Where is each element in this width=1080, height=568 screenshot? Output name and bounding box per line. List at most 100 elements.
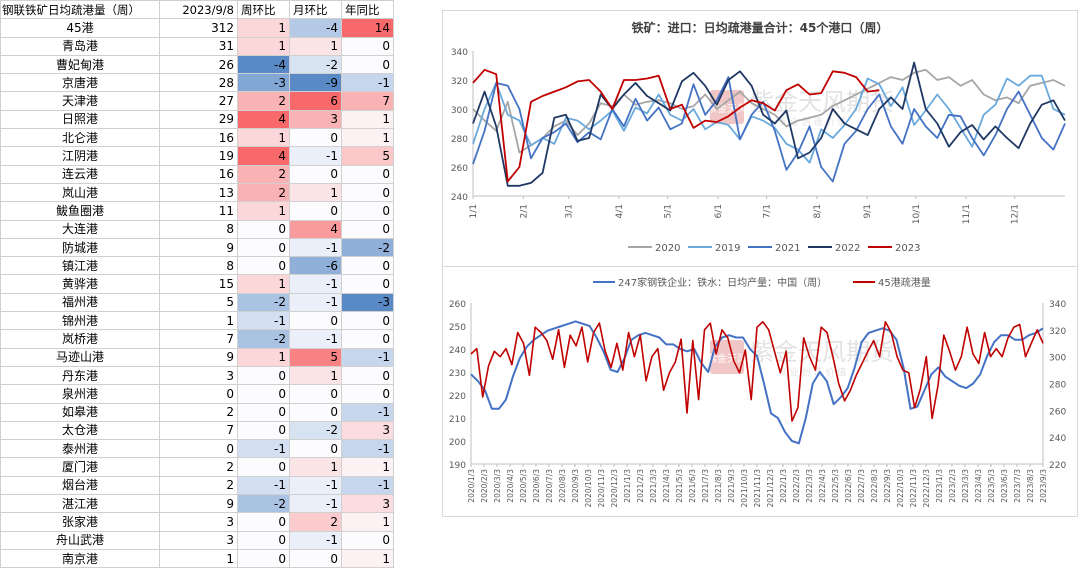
legend-item-2021: 2021 (748, 243, 800, 254)
y-left-tick-label: 220 (449, 392, 466, 402)
yoy-change-cell: 0 (341, 54, 394, 75)
port-data-table: 钢联铁矿日均疏港量（周） 2023/9/8 周环比 月环比 年同比 45港 312… (0, 0, 394, 568)
port-name-cell: 舟山武港 (0, 530, 160, 550)
x-tick-label: 10/1 (912, 204, 922, 224)
y-right-tick-label: 240 (1049, 434, 1066, 444)
current-value-cell: 7 (159, 420, 238, 441)
x-tick-label: 4/1 (615, 204, 625, 218)
mom-change-cell: -9 (289, 73, 342, 93)
port-name-cell: 锦州港 (0, 311, 160, 331)
current-value-cell: 26 (159, 54, 238, 75)
wow-change-cell: -1 (237, 475, 290, 496)
wow-change-cell: 0 (237, 530, 290, 550)
table-row: 马迹山港 9 1 5 -1 (0, 347, 394, 367)
y-right-tick-label: 220 (1049, 461, 1066, 471)
current-value-cell: 8 (159, 256, 238, 276)
x-tick-label: 2022/6/3 (844, 469, 853, 503)
yoy-change-cell: 0 (341, 201, 394, 221)
port-name-cell: 青岛港 (0, 36, 160, 56)
y-left-tick-label: 230 (449, 369, 466, 379)
seal-text: 紫金天风 (707, 352, 747, 365)
series-line-2020 (472, 68, 1066, 154)
series-line-2019 (472, 74, 1066, 164)
series-line-iron-output (470, 320, 1044, 445)
port-name-cell: 泉州港 (0, 384, 160, 404)
wow-change-cell: 2 (237, 182, 290, 203)
legend-item-2019: 2019 (688, 243, 740, 254)
mom-change-cell: -2 (289, 420, 342, 441)
legend-label: 247家钢铁企业：铁水：日均产量：中国（周） (618, 276, 827, 289)
mom-change-cell: -1 (289, 494, 342, 514)
mom-change-cell: -1 (289, 237, 342, 258)
table-row: 湛江港 9 -2 -1 3 (0, 494, 394, 514)
wow-change-cell: 0 (237, 420, 290, 441)
legend-item-iron-output: 247家钢铁企业：铁水：日均产量：中国（周） (593, 276, 827, 289)
mom-change-cell: 0 (289, 439, 342, 459)
y-right-tick-label: 320 (1049, 327, 1066, 337)
yoy-change-cell: 1 (341, 548, 394, 568)
table-row: 厦门港 2 0 1 1 (0, 457, 394, 477)
current-value-cell: 3 (159, 365, 238, 386)
x-tick-label: 2020/10/3 (584, 469, 593, 508)
y-left-tick-label: 190 (449, 461, 466, 471)
header-date: 2023/9/8 (159, 0, 238, 20)
x-tick-label: 2021/6/3 (688, 469, 697, 503)
mom-change-cell: -1 (289, 274, 342, 294)
x-tick-label: 2023/7/3 (1013, 469, 1022, 503)
yoy-change-cell: -1 (341, 439, 394, 459)
wow-change-cell: 1 (237, 274, 290, 294)
yoy-change-cell: 0 (341, 219, 394, 239)
x-tick-label: 8/1 (813, 204, 823, 218)
x-tick-label: 2021/3/3 (649, 469, 658, 503)
yoy-change-cell: 14 (341, 18, 394, 38)
table-row: 防城港 9 0 -1 -2 (0, 237, 394, 258)
port-data-table-wrap: 钢联铁矿日均疏港量（周） 2023/9/8 周环比 月环比 年同比 45港 312… (0, 0, 394, 568)
y-right-tick-label: 260 (1049, 407, 1066, 417)
x-tick-label: 5/1 (664, 204, 674, 218)
x-tick-label: 2021/9/3 (727, 469, 736, 503)
port-name-cell: 厦门港 (0, 457, 160, 477)
yoy-change-cell: 0 (341, 311, 394, 331)
yoy-change-cell: -1 (341, 402, 394, 422)
x-tick-label: 2022/10/3 (896, 469, 905, 508)
wow-change-cell: 1 (237, 347, 290, 367)
mom-change-cell: -2 (289, 54, 342, 75)
mom-change-cell: 0 (289, 402, 342, 422)
wow-change-cell: 4 (237, 146, 290, 166)
y-tick-label: 280 (451, 135, 468, 145)
series-line-2021 (472, 76, 1066, 183)
wow-change-cell: 0 (237, 457, 290, 477)
x-tick-label: 2022/4/3 (818, 469, 827, 503)
x-tick-label: 2021/2/3 (636, 469, 645, 503)
y-tick-label: 320 (451, 77, 468, 87)
port-name-cell: 烟台港 (0, 475, 160, 496)
current-value-cell: 13 (159, 182, 238, 203)
wow-change-cell: -1 (237, 439, 290, 459)
wow-change-cell: 4 (237, 109, 290, 130)
port-name-cell: 张家港 (0, 512, 160, 532)
header-wow: 周环比 (237, 0, 290, 20)
port-name-cell: 泰州港 (0, 439, 160, 459)
table-row: 烟台港 2 -1 -1 -1 (0, 475, 394, 496)
wow-change-cell: 1 (237, 201, 290, 221)
wow-change-cell: 2 (237, 164, 290, 184)
series-line-port-throughput (470, 320, 1044, 422)
mom-change-cell: 4 (289, 219, 342, 239)
x-tick-label: 3/1 (565, 204, 575, 218)
current-value-cell: 3 (159, 530, 238, 550)
chart-panel-seasonal: 铁矿：进口：日均疏港量合计：45个港口（周） 240 260 280 300 320 340… (442, 10, 1078, 267)
port-name-cell: 太仓港 (0, 420, 160, 441)
y-right-tick-label: 340 (1049, 300, 1066, 310)
table-row: 岚桥港 7 -2 -1 0 (0, 329, 394, 349)
table-row: 丹东港 3 0 1 0 (0, 365, 394, 386)
mom-change-cell: 5 (289, 347, 342, 367)
port-name-cell: 连云港 (0, 164, 160, 184)
wow-change-cell: 0 (237, 512, 290, 532)
x-tick-label: 2020/4/3 (506, 469, 515, 503)
current-value-cell: 11 (159, 201, 238, 221)
wow-change-cell: 0 (237, 365, 290, 386)
table-row: 天津港 27 2 6 7 (0, 91, 394, 111)
current-value-cell: 0 (159, 439, 238, 459)
current-value-cell: 8 (159, 219, 238, 239)
